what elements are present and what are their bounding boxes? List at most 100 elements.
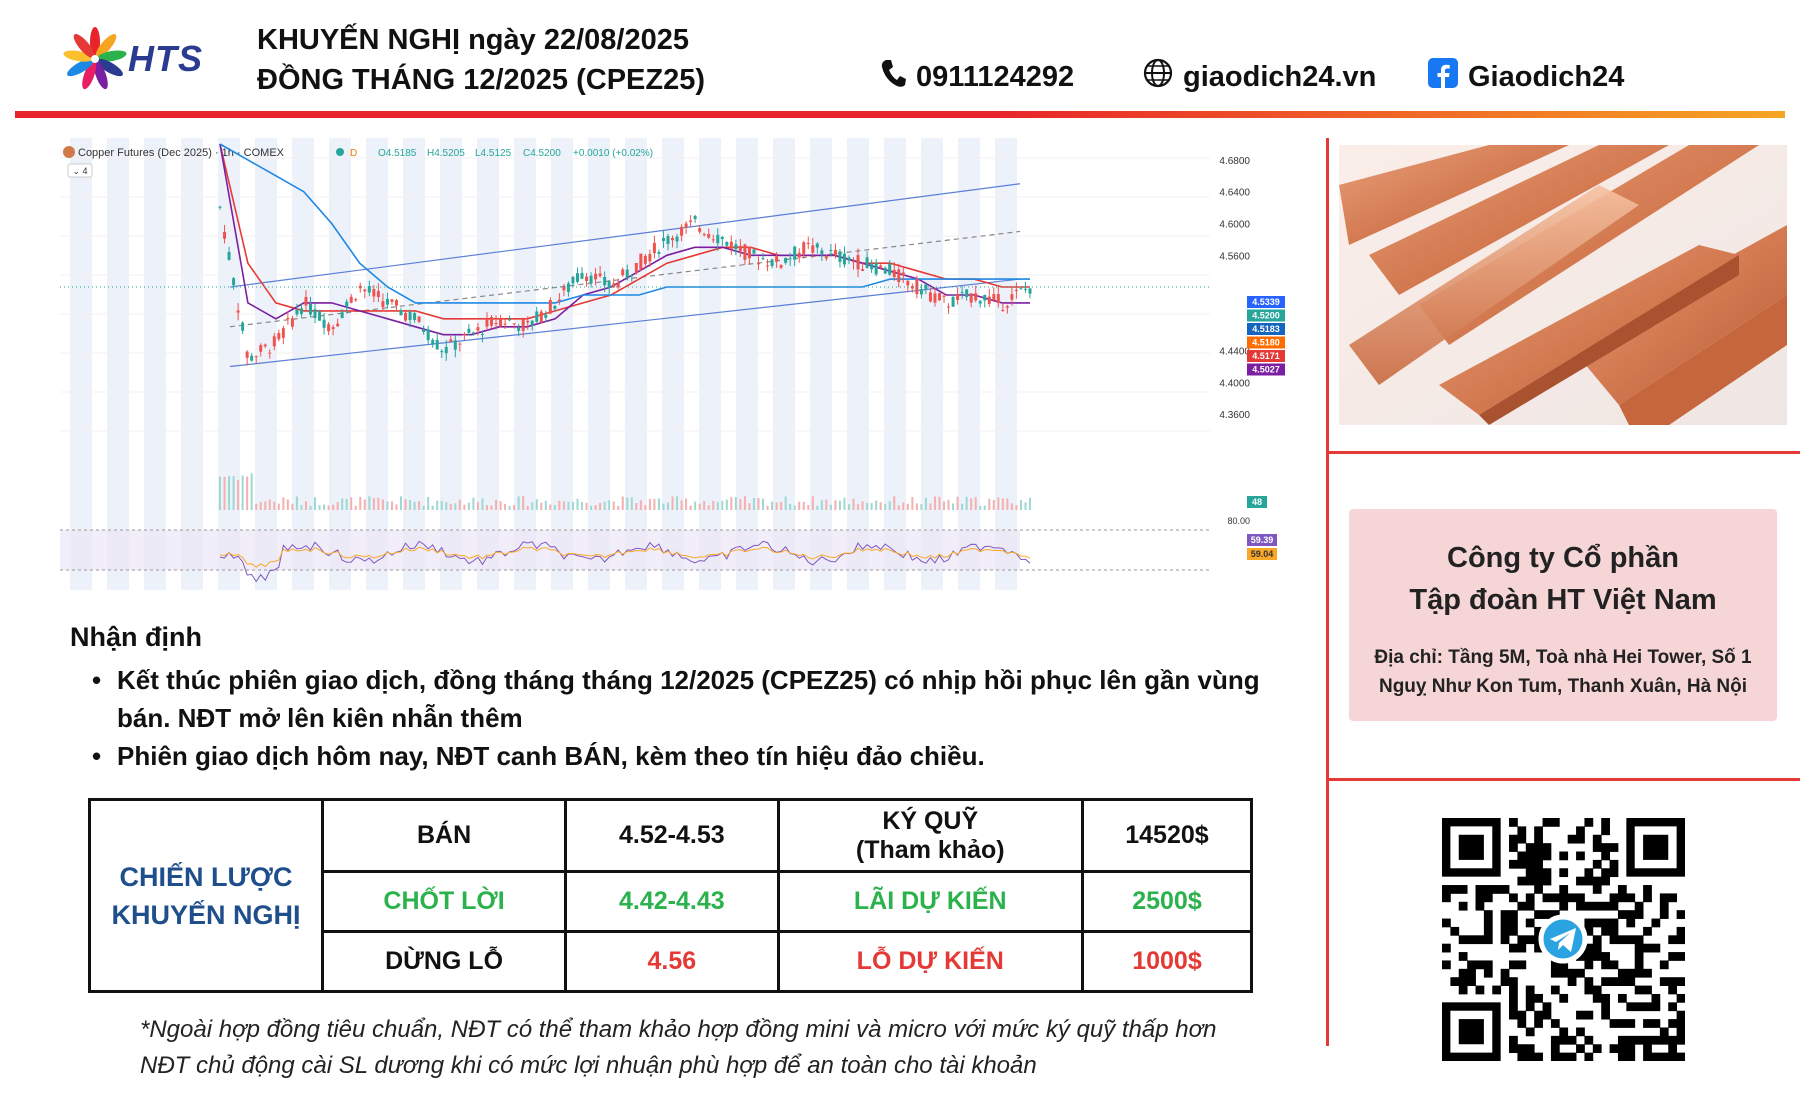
volume-bar [938, 496, 941, 510]
candle-body [232, 278, 236, 286]
volume-bar [802, 501, 805, 510]
volume-bar [268, 499, 271, 510]
volume-bar [608, 500, 611, 510]
candle-body [435, 339, 439, 350]
session-band [440, 138, 462, 590]
candle-body [684, 223, 688, 228]
volume-bar [829, 504, 832, 510]
volume-bar [857, 504, 860, 510]
session-band [847, 138, 869, 590]
phone-contact[interactable]: 0911124292 [880, 58, 1074, 96]
volume-bar [671, 496, 674, 510]
channel-lower-line [229, 278, 1021, 368]
volume-bar [400, 496, 403, 510]
address-line-2: Nguỵ Như Kon Tum, Thanh Xuân, Hà Nội [1378, 676, 1748, 697]
website-link[interactable]: giaodich24.vn [1143, 58, 1376, 96]
volume-bar [657, 498, 660, 510]
volume-bar [241, 475, 244, 510]
session-band [588, 138, 610, 590]
volume-bar [490, 505, 493, 510]
candle-body [290, 318, 294, 327]
y-tick-label: 4.6000 [1219, 219, 1250, 230]
volume-tag [1247, 496, 1267, 508]
candle-body [625, 269, 629, 278]
candle-body [915, 278, 919, 295]
company-address: Địa chỉ: Tầng 5M, Toà nhà Hei Tower, Số … [1349, 643, 1777, 701]
phone-number: 0911124292 [916, 60, 1075, 93]
y-tick-label: 4.3600 [1219, 410, 1250, 421]
volume-bar [336, 501, 339, 510]
candle-body [643, 255, 647, 264]
candle-body [286, 318, 290, 320]
volume-bar [820, 500, 823, 510]
candle-body [557, 299, 561, 302]
candle-body [598, 273, 602, 277]
candle-body [892, 269, 896, 277]
candle-body [883, 267, 887, 274]
candle-body [512, 323, 516, 325]
header: HTS KHUYẾN NGHỊ ngày 22/08/2025 ĐỒNG THÁ… [0, 0, 1800, 124]
candle-body [716, 234, 720, 244]
candle-body [974, 293, 978, 301]
volume-bar [653, 498, 656, 510]
candle-body [458, 343, 462, 345]
candle-body [829, 249, 833, 251]
candle-body [865, 257, 869, 268]
candle-body [937, 293, 941, 301]
candle-body [770, 259, 774, 267]
indicator-toggle [67, 163, 93, 178]
candle-body [417, 316, 421, 322]
session-band [403, 138, 425, 590]
candle-body [779, 265, 783, 268]
facebook-icon [1428, 58, 1458, 96]
volume-bar [617, 505, 620, 510]
volume-bar [784, 496, 787, 510]
rsi-tag-label: 59.04 [1251, 549, 1274, 559]
volume-bar [952, 503, 955, 510]
session-band [995, 138, 1017, 590]
candle-body [223, 231, 227, 239]
volume-bar [581, 502, 584, 510]
volume-bar [413, 501, 416, 510]
candle-body [671, 237, 675, 241]
strategy-label-line-1: CHIẾN LƯỢC [119, 861, 293, 892]
candle-body [390, 299, 394, 302]
margin-label-line-2: (Tham khảo) [855, 835, 1005, 864]
volume-bar [825, 499, 828, 510]
candle-body [381, 301, 385, 308]
candle-body [431, 339, 435, 345]
rsi-tag [1247, 534, 1277, 546]
telegram-qr-code[interactable] [1442, 818, 1686, 1062]
volume-bar [630, 497, 633, 510]
candle-body [272, 336, 276, 347]
candle-body [960, 292, 964, 294]
facebook-link[interactable]: Giaodich24 [1428, 58, 1624, 96]
volume-bar [861, 501, 864, 510]
candle-body [870, 263, 874, 270]
candle-body [453, 340, 457, 350]
title-line-1: KHUYẾN NGHỊ ngày 22/08/2025 [257, 24, 689, 56]
candle-body [526, 320, 530, 323]
candle-body [747, 246, 751, 259]
candle-body [806, 243, 810, 245]
candle-body [544, 314, 548, 318]
volume-bar [304, 501, 307, 510]
candle-body [734, 244, 738, 250]
candle-body [838, 251, 842, 262]
volume-bar [1001, 498, 1004, 510]
session-band [551, 138, 573, 590]
volume-bar [612, 501, 615, 510]
expected-loss-value: 1000$ [1080, 930, 1254, 993]
candle-body [422, 329, 426, 333]
candle-body [313, 309, 317, 319]
volume-bar [562, 501, 565, 510]
candle-body [607, 281, 611, 288]
candle-body [494, 323, 498, 325]
globe-icon [1143, 58, 1173, 96]
candle-body [517, 327, 521, 331]
volume-bar [979, 505, 982, 510]
volume-bar [1029, 497, 1031, 510]
candle-body [824, 256, 828, 259]
volume-bar [694, 501, 697, 510]
candle-body [539, 311, 543, 323]
